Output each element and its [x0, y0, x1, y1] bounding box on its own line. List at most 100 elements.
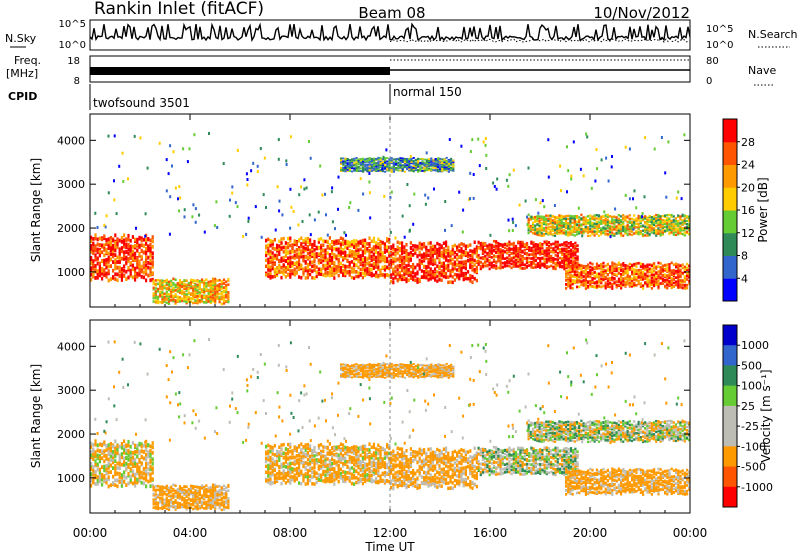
range-gate-cell [476, 279, 478, 283]
range-gate-cell [227, 291, 229, 294]
range-gate-cell [105, 238, 107, 242]
range-gate-cell [265, 245, 267, 249]
range-gate-cell [349, 251, 351, 255]
range-gate-cell [469, 197, 471, 200]
range-gate-cell [574, 242, 576, 245]
range-gate-cell [324, 249, 326, 253]
range-gate-cell [423, 275, 425, 279]
range-gate-cell [147, 261, 149, 265]
range-gate-cell [546, 261, 548, 264]
range-gate-cell [624, 271, 626, 274]
range-gate-cell [216, 284, 218, 287]
range-gate-cell [329, 268, 331, 272]
range-gate-cell [309, 256, 311, 260]
range-gate-cell [594, 223, 596, 225]
range-gate-cell [430, 258, 432, 262]
range-gate-cell [633, 263, 635, 266]
range-gate-cell [441, 170, 443, 172]
range-gate-cell [391, 167, 393, 169]
range-gate-cell [210, 296, 212, 299]
range-gate-cell [186, 293, 188, 296]
range-gate-cell [679, 264, 681, 267]
range-gate-cell [555, 262, 557, 265]
range-gate-cell [108, 191, 110, 194]
range-gate-cell [195, 221, 197, 224]
range-gate-cell [143, 261, 145, 265]
range-gate-cell [298, 252, 300, 256]
range-gate-cell [655, 234, 657, 236]
range-gate-cell [557, 241, 559, 244]
range-gate-cell [528, 214, 530, 216]
range-gate-cell [563, 253, 565, 256]
range-gate-cell [666, 279, 668, 282]
range-gate-cell [660, 233, 662, 235]
range-gate-cell [446, 160, 448, 162]
range-gate-cell [644, 215, 646, 217]
range-gate-cell [497, 245, 499, 248]
range-gate-cell [532, 229, 534, 231]
range-gate-cell [377, 254, 379, 258]
range-gate-cell [110, 236, 112, 240]
range-gate-cell [671, 262, 673, 265]
range-gate-cell [408, 158, 410, 160]
range-gate-cell [432, 245, 434, 249]
range-gate-cell [344, 158, 346, 160]
range-gate-cell [635, 262, 637, 265]
range-gate-cell [425, 265, 427, 269]
range-gate-cell [410, 271, 412, 275]
range-gate-cell [496, 178, 498, 181]
range-gate-cell [552, 219, 554, 221]
range-gate-cell [392, 244, 394, 248]
range-gate-cell [565, 287, 567, 290]
range-gate-cell [362, 263, 364, 267]
range-gate-cell [644, 195, 646, 198]
range-gate-cell [620, 263, 622, 266]
range-gate-cell [311, 265, 313, 269]
range-gate-cell [229, 215, 231, 218]
range-gate-cell [583, 279, 585, 282]
range-gate-cell [331, 266, 333, 270]
range-gate-cell [247, 178, 249, 181]
range-gate-cell [147, 167, 149, 170]
range-gate-cell [110, 277, 112, 281]
range-gate-cell [495, 245, 497, 248]
range-gate-cell [502, 243, 504, 246]
range-gate-cell [572, 274, 574, 277]
range-gate-cell [364, 168, 366, 170]
range-gate-cell [561, 243, 563, 246]
range-gate-cell [108, 269, 110, 273]
range-gate-cell [646, 232, 648, 234]
range-gate-cell [662, 219, 664, 221]
range-gate-cell [267, 272, 269, 276]
range-gate-cell [428, 168, 430, 170]
range-gate-cell [478, 257, 480, 260]
range-gate-cell [452, 248, 454, 252]
range-gate-cell [272, 275, 274, 279]
range-gate-cell [92, 251, 94, 255]
range-gate-cell [421, 269, 423, 273]
range-gate-cell [624, 216, 626, 218]
range-gate-cell [555, 265, 557, 268]
range-gate-cell [465, 267, 467, 271]
range-gate-cell [495, 248, 497, 251]
range-gate-cell [624, 267, 626, 270]
range-gate-cell [99, 243, 101, 247]
freq-trace [90, 60, 690, 75]
range-gate-cell [642, 278, 644, 281]
range-gate-cell [531, 216, 533, 219]
range-gate-cell [145, 279, 147, 283]
range-gate-cell [357, 241, 359, 245]
range-gate-cell [438, 243, 440, 247]
range-gate-cell [441, 158, 443, 160]
range-gate-cell [221, 285, 223, 288]
range-gate-cell [673, 223, 675, 225]
range-gate-cell [136, 238, 138, 242]
range-gate-cell [443, 267, 445, 271]
range-gate-cell [509, 173, 511, 176]
range-gate-cell [403, 272, 405, 276]
range-gate-cell [613, 263, 615, 266]
range-gate-cell [640, 278, 642, 281]
range-gate-cell [616, 267, 618, 270]
range-gate-cell [316, 246, 318, 250]
range-gate-cell [484, 258, 486, 261]
